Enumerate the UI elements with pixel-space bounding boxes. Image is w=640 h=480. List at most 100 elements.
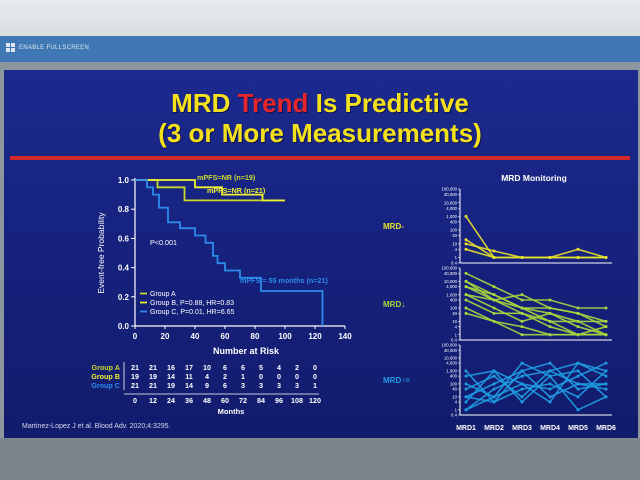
risk-time-label: 24 <box>167 396 175 405</box>
mrd-point <box>576 387 580 391</box>
x-tick-label: 120 <box>308 332 322 341</box>
mrd-panel-label: MRD↓ <box>383 300 405 309</box>
risk-count: 21 <box>131 381 139 390</box>
y-tick-label: 0.6 <box>118 234 130 243</box>
mrd-y-tick-label: 0.4 <box>451 413 458 418</box>
risk-count: 2 <box>223 372 227 381</box>
mrd-point <box>492 319 496 323</box>
mrd-y-tick-label: 40 <box>452 233 457 238</box>
mrd-series-line <box>465 248 606 259</box>
mrd-y-tick-label: 10 <box>452 319 457 324</box>
mrd-point <box>520 400 524 404</box>
x-tick-label: 40 <box>191 332 200 341</box>
mrd-y-tick-label: 1,000 <box>446 369 457 374</box>
mrd-series-line <box>465 280 606 323</box>
risk-count: 5 <box>259 363 263 372</box>
mrd-y-tick-label: 40 <box>452 387 457 392</box>
x-tick-label: 140 <box>338 332 352 341</box>
risk-time-label: 84 <box>257 396 265 405</box>
risk-count: 3 <box>241 381 245 390</box>
mrd-y-tick-label: 10,000 <box>444 279 458 284</box>
months-label: Months <box>218 407 245 416</box>
mrd-series-line <box>465 285 607 336</box>
mrd-category-label: MRD4 <box>540 425 560 432</box>
title-line2: (3 or More Measurements) <box>158 118 482 148</box>
mrd-y-tick-label: 4 <box>455 400 458 405</box>
mrd-point <box>464 374 468 378</box>
mrd-y-tick-label: 10 <box>452 241 457 246</box>
risk-group-label: Group A <box>92 363 120 372</box>
x-tick-label: 100 <box>278 332 292 341</box>
risk-count: 1 <box>241 372 245 381</box>
risk-count: 11 <box>185 372 193 381</box>
mrd-point <box>604 256 608 260</box>
mrd-point <box>548 298 552 302</box>
title-part1: MRD <box>171 88 238 118</box>
y-tick-label: 0.8 <box>118 205 130 214</box>
mrd-point <box>464 298 468 302</box>
risk-time-label: 120 <box>309 396 321 405</box>
mrd-panel-label: MRD↑= <box>383 376 410 385</box>
mrd-point <box>520 374 524 378</box>
fullscreen-icon <box>6 43 15 52</box>
mrd-point <box>548 400 552 404</box>
mrd-point <box>492 395 496 399</box>
mrd-point <box>464 382 468 386</box>
mrd-point <box>520 319 524 323</box>
mrd-point <box>464 242 468 246</box>
mrd-point <box>520 333 524 337</box>
risk-count: 0 <box>313 372 317 381</box>
risk-time-label: 12 <box>149 396 157 405</box>
mrd-y-tick-label: 10,000 <box>444 356 458 361</box>
x-tick-label: 20 <box>161 332 170 341</box>
mrd-y-tick-label: 1 <box>455 332 458 337</box>
mrd-y-tick-label: 10,000 <box>444 200 458 205</box>
mrd-point <box>492 369 496 373</box>
risk-count: 9 <box>205 381 209 390</box>
mrd-point <box>576 319 580 323</box>
mrd-point <box>464 279 468 283</box>
km-annotation: mPFS = 55 months (n=21) <box>240 276 328 285</box>
mrd-y-tick-label: 100,000 <box>441 266 457 271</box>
enable-fullscreen-button[interactable]: ENABLE FULLSCREEN <box>6 43 89 52</box>
risk-count: 6 <box>223 363 227 372</box>
y-tick-label: 0.0 <box>118 322 130 331</box>
mrd-y-tick-label: 400 <box>450 219 458 224</box>
risk-time-label: 96 <box>275 396 283 405</box>
mrd-point <box>520 325 524 329</box>
mrd-y-tick-label: 4 <box>455 247 458 252</box>
mrd-y-tick-label: 100,000 <box>441 343 457 348</box>
risk-count: 19 <box>149 372 157 381</box>
mrd-point <box>548 256 552 260</box>
y-tick-label: 1.0 <box>118 176 130 185</box>
mrd-point <box>464 247 468 251</box>
mrd-category-label: MRD6 <box>596 425 616 432</box>
mrd-point <box>576 382 580 386</box>
mrd-point <box>520 361 524 365</box>
mrd-y-tick-label: 4 <box>455 324 458 329</box>
risk-count: 0 <box>259 372 263 381</box>
mrd-point <box>548 306 552 310</box>
browser-top-bar <box>0 0 640 36</box>
mrd-y-tick-label: 1 <box>455 407 458 412</box>
y-tick-label: 0.4 <box>118 264 130 273</box>
mrd-panel-label: MRD- <box>383 222 404 231</box>
mrd-y-tick-label: 1 <box>455 255 458 260</box>
risk-count: 4 <box>277 363 281 372</box>
mrd-series-line <box>465 369 606 403</box>
km-annotation: P<0.001 <box>150 238 177 247</box>
risk-count: 21 <box>149 381 157 390</box>
mrd-y-tick-label: 400 <box>450 298 458 303</box>
risk-count: 19 <box>167 381 175 390</box>
mrd-series-line <box>465 362 607 398</box>
mrd-point <box>464 271 468 275</box>
risk-time-label: 48 <box>203 396 211 405</box>
citation: Martinez-Lopez J et al. Blood Adv. 2020;… <box>22 423 171 430</box>
mrd-point <box>492 249 496 253</box>
mrd-y-tick-label: 100 <box>450 306 458 311</box>
mrd-series-line <box>465 362 607 398</box>
web-toolbar <box>0 36 640 62</box>
title-highlight: Trend <box>237 88 309 118</box>
